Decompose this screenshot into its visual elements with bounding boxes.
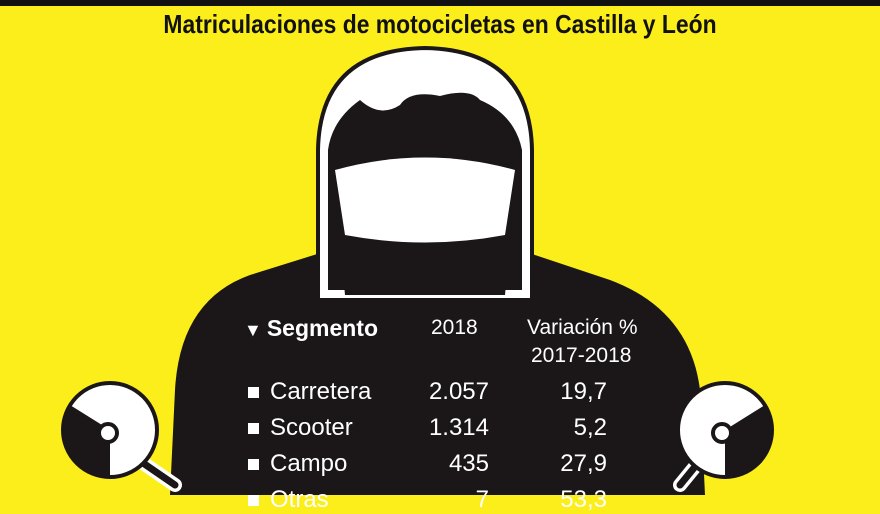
header-segment: ▼ Segmento [244,315,379,341]
variation-value: 5,2 [573,414,607,441]
segment-label: Scooter [270,414,353,441]
motorcyclist-illustration [61,45,774,495]
segment-label: Campo [270,450,348,477]
bullet-square-icon [248,459,259,470]
segment-label: Otras [270,486,329,513]
left-mirror [61,381,159,479]
chart-title: Matriculaciones de motocicletas en Casti… [163,9,717,39]
value-2018: 1.314 [428,414,489,441]
helmet [316,45,534,302]
segment-label: Carretera [270,378,372,405]
triangle-down-icon: ▼ [244,320,267,340]
value-2018: 2.057 [428,378,489,405]
bullet-square-icon [248,423,259,434]
value-2018: 435 [448,450,489,477]
header-2018: 2018 [431,316,478,339]
header-variation: Variación % [527,316,638,339]
bullet-square-icon [248,387,259,398]
bullet-square-icon [248,495,259,506]
top-bar [0,0,880,6]
right-mirror [676,381,774,479]
variation-value: 53,3 [560,486,607,513]
variation-value: 19,7 [560,378,607,405]
value-2018: 7 [475,486,489,513]
torso [170,250,705,495]
variation-value: 27,9 [560,450,607,477]
header-period: 2017-2018 [531,344,632,367]
